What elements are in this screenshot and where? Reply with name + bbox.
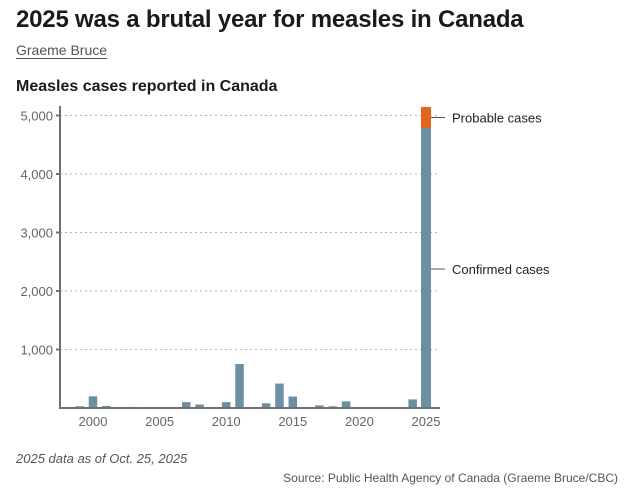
bar-confirmed-2025 (421, 128, 431, 409)
x-tick-label: 2000 (79, 414, 108, 429)
x-tick-label: 2010 (212, 414, 241, 429)
bar-confirmed-2024 (408, 399, 417, 408)
bar-confirmed-2010 (221, 402, 231, 408)
bars (62, 107, 431, 409)
probable-cases-label: Probable cases (452, 111, 542, 126)
y-tick-label: 4,000 (20, 167, 53, 182)
confirmed-cases-label: Confirmed cases (452, 262, 550, 277)
y-tick-label: 5,000 (20, 109, 53, 124)
chart-subtitle: Measles cases reported in Canada (16, 78, 278, 95)
bar-confirmed-2000 (88, 396, 98, 408)
bar-confirmed-2007 (181, 402, 191, 408)
bar-confirmed-2019 (341, 401, 351, 408)
bar-confirmed-2011 (235, 364, 244, 408)
bar-confirmed-2017 (315, 405, 324, 408)
bar-probable-2025 (421, 107, 431, 129)
x-tick-label: 2025 (412, 414, 441, 429)
x-tick-label: 2005 (145, 414, 174, 429)
bar-confirmed-2015 (288, 396, 298, 408)
chart-title: 2025 was a brutal year for measles in Ca… (16, 6, 524, 33)
axes: 1,000 2,000 3,000 4,000 5,000 2000 2005 2010 201… (20, 106, 440, 429)
y-tick-label: 3,000 (20, 226, 53, 241)
bar-confirmed-2001 (102, 405, 111, 408)
x-tick-label: 2015 (278, 414, 307, 429)
y-tick-label: 2,000 (20, 284, 53, 299)
bar-confirmed-2008 (195, 404, 204, 408)
source-credit: Source: Public Health Agency of Canada (… (283, 471, 618, 485)
author-byline-link[interactable]: Graeme Bruce (16, 42, 108, 58)
x-tick-label: 2020 (345, 414, 374, 429)
annotations: Probable cases Confirmed cases (431, 111, 550, 277)
gridlines (60, 115, 440, 350)
bar-confirmed-2014 (275, 383, 284, 408)
data-note: 2025 data as of Oct. 25, 2025 (16, 451, 188, 466)
y-tick-label: 1,000 (20, 343, 53, 358)
bar-confirmed-2013 (261, 403, 271, 408)
